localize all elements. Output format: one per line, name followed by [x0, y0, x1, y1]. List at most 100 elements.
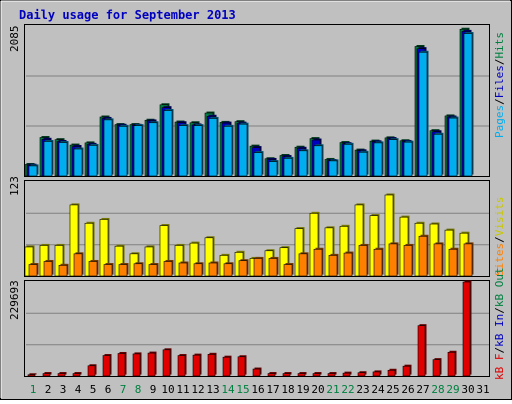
- bar-pages-5: [88, 145, 98, 177]
- bar-kbf-23: [357, 372, 366, 377]
- bar-pages-9: [148, 122, 158, 177]
- bar-pages-24: [373, 142, 383, 177]
- bar-pages-17: [268, 161, 278, 177]
- bar-sites-26: [403, 245, 413, 277]
- bar-kbf-22: [342, 372, 351, 377]
- x-label-day-20: 20: [311, 383, 324, 396]
- legend-top-pages: Pages: [493, 105, 506, 138]
- bar-kbf-26: [402, 365, 411, 377]
- bar-sites-18: [283, 264, 293, 277]
- bar-kbf-4: [72, 373, 81, 377]
- x-label-day-24: 24: [371, 383, 385, 396]
- x-label-day-9: 9: [150, 383, 157, 396]
- x-label-day-8: 8: [135, 383, 142, 396]
- bar-sites-14: [223, 263, 233, 277]
- x-label-day-17: 17: [266, 383, 279, 396]
- bar-sites-8: [133, 263, 143, 277]
- bar-kbf-3: [57, 373, 66, 377]
- x-label-day-25: 25: [386, 383, 399, 396]
- x-label-day-13: 13: [206, 383, 219, 396]
- x-label-day-28: 28: [431, 383, 444, 396]
- bar-sites-30: [463, 243, 473, 277]
- bar-kbf-11: [177, 355, 186, 377]
- bar-pages-26: [403, 141, 413, 177]
- x-label-day-12: 12: [191, 383, 204, 396]
- x-label-day-22: 22: [341, 383, 354, 396]
- panel-bottom-frame: [24, 280, 490, 377]
- bar-kbf-6: [102, 355, 111, 377]
- x-axis-labels: 1 2 3 4 5 6 7 8 9 10 11 12 13 14 15 16 17 18 19 20 21 22 23 24 2…: [30, 383, 490, 396]
- bar-pages-20: [313, 145, 323, 177]
- x-label-day-5: 5: [90, 383, 97, 396]
- x-label-day-18: 18: [281, 383, 294, 396]
- bar-kbf-16: [252, 368, 261, 377]
- bar-sites-5: [88, 261, 98, 277]
- panel-bottom-max-label: 229693: [8, 280, 21, 320]
- bar-kbf-5: [87, 365, 96, 377]
- x-label-day-16: 16: [251, 383, 264, 396]
- bar-sites-29: [448, 248, 458, 277]
- legend-middle-sites: Sites: [493, 243, 506, 276]
- bar-sites-24: [373, 248, 383, 277]
- bar-pages-30: [463, 33, 473, 177]
- legend-bottom: kB F/kB In/kB Out: [493, 267, 506, 380]
- bar-kbf-20: [312, 373, 321, 377]
- bar-sites-10: [163, 261, 173, 277]
- bar-sites-23: [358, 245, 368, 277]
- bar-pages-25: [388, 139, 398, 177]
- bar-sites-20: [313, 248, 323, 277]
- bar-pages-7: [118, 126, 128, 177]
- legend-bottom-sep1: /: [493, 347, 506, 354]
- legend-middle: Sites/Visits: [493, 197, 506, 277]
- bar-kbf-2: [42, 373, 51, 377]
- bar-pages-12: [193, 125, 203, 177]
- bar-sites-15: [238, 260, 248, 277]
- bar-kbf-9: [147, 352, 156, 377]
- x-label-day-30: 30: [461, 383, 474, 396]
- bar-kbf-7: [117, 353, 126, 377]
- x-label-day-14: 14: [221, 383, 235, 396]
- legend-middle-visits: Visits: [493, 197, 506, 237]
- bar-sites-1: [28, 264, 38, 277]
- legend-bottom-kbin: kB In: [493, 314, 506, 347]
- bar-sites-6: [103, 264, 113, 277]
- bar-kbf-18: [282, 373, 291, 377]
- bar-pages-8: [133, 125, 143, 177]
- bar-pages-13: [208, 118, 218, 177]
- bar-kbf-13: [207, 354, 216, 377]
- x-label-day-4: 4: [75, 383, 82, 396]
- bar-kbf-1-shadow: [29, 373, 37, 375]
- bar-pages-16: [253, 152, 263, 177]
- bar-sites-9: [148, 264, 158, 277]
- bar-sites-22: [343, 252, 353, 277]
- bar-pages-22: [343, 144, 353, 177]
- x-label-day-2: 2: [45, 383, 52, 396]
- x-label-day-6: 6: [105, 383, 112, 396]
- bar-sites-25: [388, 243, 398, 277]
- bar-pages-11: [178, 125, 188, 177]
- bar-pages-21: [328, 160, 338, 177]
- bar-pages-29: [448, 117, 458, 177]
- bar-pages-3: [58, 142, 68, 177]
- bars: [24, 27, 474, 377]
- chart-title: Daily usage for September 2013: [19, 8, 236, 22]
- x-label-day-19: 19: [296, 383, 309, 396]
- x-label-day-27: 27: [416, 383, 429, 396]
- bar-kbf-14: [222, 356, 231, 377]
- x-label-day-15: 15: [236, 383, 249, 396]
- bar-kbf-27: [417, 325, 426, 377]
- bar-sites-13: [208, 262, 218, 277]
- legend-bottom-sep2: /: [493, 307, 506, 314]
- bar-kbf-8: [132, 353, 141, 377]
- legend-top-files: Files: [493, 65, 506, 98]
- bar-sites-4: [73, 253, 83, 277]
- x-label-day-7: 7: [120, 383, 127, 396]
- bar-kbf-12: [192, 354, 201, 377]
- x-label-day-21: 21: [326, 383, 339, 396]
- bar-sites-11: [178, 262, 188, 277]
- legend-middle-sep: /: [493, 236, 506, 243]
- x-label-day-11: 11: [176, 383, 189, 396]
- bar-pages-2: [43, 141, 53, 177]
